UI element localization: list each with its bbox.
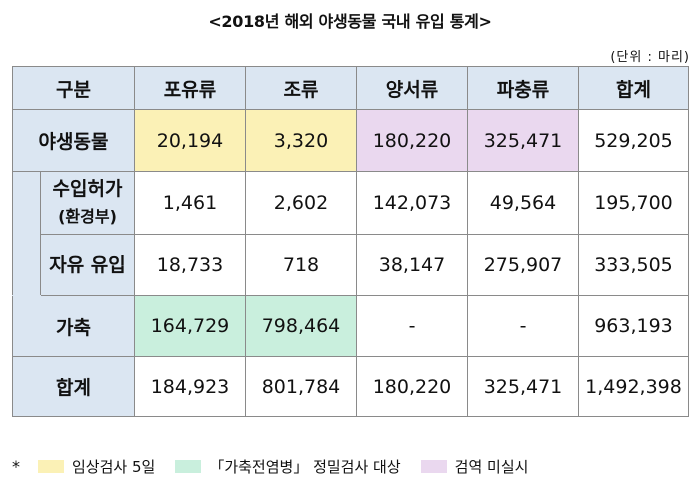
- cell-value: 718: [245, 234, 357, 296]
- legend: * 임상검사 5일 「가축전염병」 정밀검사 대상 검역 미실시: [12, 455, 548, 477]
- page-title: <2018년 해외 야생동물 국내 유입 통계>: [208, 12, 492, 31]
- header-total: 합계: [578, 66, 689, 110]
- cell-value: 195,700: [578, 171, 689, 235]
- cell-value: 38,147: [356, 234, 468, 296]
- unit-label: (단위 : 마리): [610, 50, 690, 65]
- cell-value: 164,729: [134, 295, 246, 357]
- row-label-free: 자유 유입: [40, 234, 135, 296]
- legend-marker: *: [12, 456, 20, 476]
- row-label-total: 합계: [12, 356, 135, 417]
- cell-value: -: [467, 295, 579, 357]
- cell-value: 333,505: [578, 234, 689, 296]
- table-row: 가축 164,729 798,464 - - 963,193: [12, 295, 689, 357]
- legend-item: 「가축전염병」 정밀검사 대상: [209, 457, 401, 476]
- table-row: 합계 184,923 801,784 180,220 325,471 1,492…: [12, 356, 689, 417]
- header-reptiles: 파충류: [467, 66, 579, 110]
- table-row: 야생동물 20,194 3,320 180,220 325,471 529,20…: [12, 109, 689, 172]
- cell-value: 180,220: [356, 356, 468, 417]
- row-label-livestock: 가축: [12, 295, 135, 357]
- legend-swatch-yellow: [38, 459, 64, 473]
- legend-item: 검역 미실시: [454, 457, 529, 476]
- cell-value: 20,194: [134, 109, 246, 172]
- stats-table: 구분 포유류 조류 양서류 파충류 합계 야생동물 20,194 3,320 1…: [12, 66, 689, 417]
- cell-value: 180,220: [356, 109, 468, 172]
- row-label-permit-line2: (환경부): [58, 207, 117, 226]
- cell-value: 325,471: [467, 109, 579, 172]
- header-birds: 조류: [245, 66, 357, 110]
- cell-value: -: [356, 295, 468, 357]
- cell-value: 18,733: [134, 234, 246, 296]
- cell-value: 1,461: [134, 171, 246, 235]
- cell-value: 142,073: [356, 171, 468, 235]
- cell-value: 801,784: [245, 356, 357, 417]
- cell-value: 325,471: [467, 356, 579, 417]
- cell-value: 275,907: [467, 234, 579, 296]
- table-row: 자유 유입 18,733 718 38,147 275,907 333,505: [13, 234, 689, 296]
- table-row: 수입허가 (환경부) 1,461 2,602 142,073 49,564 19…: [12, 171, 689, 296]
- cell-value: 963,193: [578, 295, 689, 357]
- cell-value: 529,205: [578, 109, 689, 172]
- legend-swatch-purple: [420, 459, 447, 473]
- cell-value: 798,464: [245, 295, 357, 357]
- cell-value: 1,492,398: [578, 356, 689, 417]
- header-amphibians: 양서류: [356, 66, 468, 110]
- legend-swatch-green: [175, 459, 202, 473]
- indent-spacer: [12, 171, 41, 296]
- table-header-row: 구분 포유류 조류 양서류 파충류 합계: [12, 66, 689, 110]
- header-mammals: 포유류: [134, 66, 246, 110]
- header-category: 구분: [12, 66, 135, 110]
- cell-value: 49,564: [467, 171, 579, 235]
- cell-value: 2,602: [245, 171, 357, 235]
- row-label-wild: 야생동물: [12, 109, 135, 172]
- row-label-permit-line1: 수입허가: [52, 178, 123, 200]
- row-label-permit: 수입허가 (환경부): [40, 171, 135, 235]
- cell-value: 184,923: [134, 356, 246, 417]
- cell-value: 3,320: [245, 109, 357, 172]
- legend-item: 임상검사 5일: [72, 457, 156, 476]
